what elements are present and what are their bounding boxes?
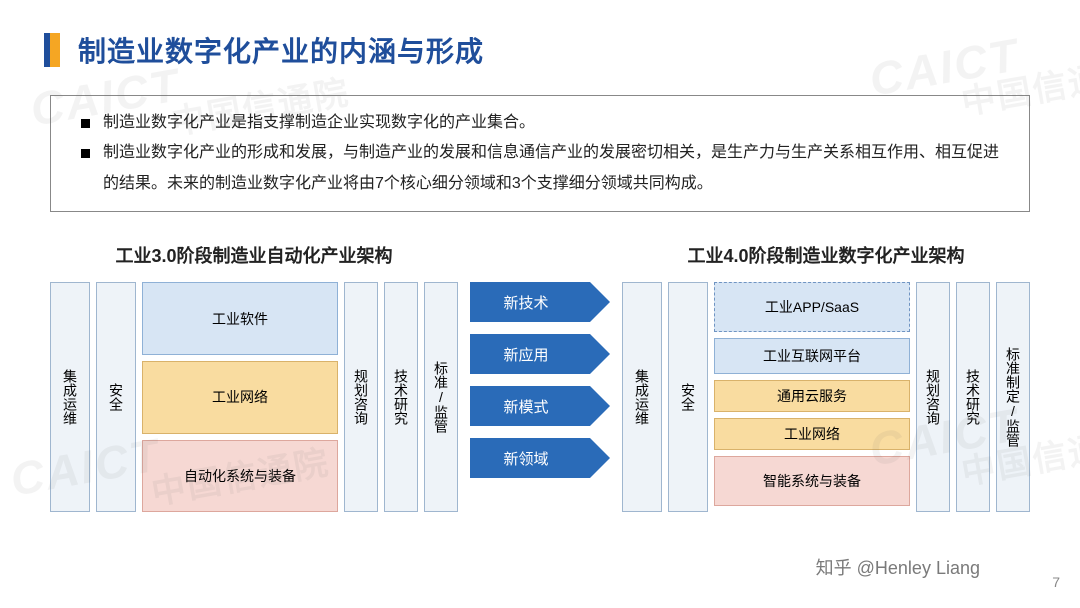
accent-bar-icon <box>50 33 60 67</box>
arrow-new-tech: 新技术 <box>470 282 590 322</box>
right-arch-title: 工业4.0阶段制造业数字化产业架构 <box>622 242 1030 268</box>
left-col-standards: 标准/监管 <box>424 282 458 512</box>
arrow-new-app: 新应用 <box>470 334 590 374</box>
bullet-item: 制造业数字化产业是指支撑制造企业实现数字化的产业集合。 <box>81 108 1009 138</box>
right-architecture: 工业4.0阶段制造业数字化产业架构 集成运维 安全 工业APP/SaaS 工业互… <box>622 242 1030 512</box>
title-row: 制造业数字化产业的内涵与形成 <box>50 30 1030 70</box>
left-architecture: 工业3.0阶段制造业自动化产业架构 集成运维 安全 工业软件 工业网络 自动化系… <box>50 242 458 512</box>
layer-app-saas: 工业APP/SaaS <box>714 282 910 332</box>
left-arch-title: 工业3.0阶段制造业自动化产业架构 <box>50 242 458 268</box>
layer-smart-equip: 智能系统与装备 <box>714 456 910 506</box>
attribution-text: 知乎 @Henley Liang <box>816 554 980 580</box>
layer-network2: 工业网络 <box>714 418 910 450</box>
page-number: 7 <box>1052 574 1060 590</box>
right-stack: 工业APP/SaaS 工业互联网平台 通用云服务 工业网络 智能系统与装备 <box>714 282 910 512</box>
slide: CAICT 中国信通院 CAICT 中国信通院 CAICT 中国信通院 CAIC… <box>0 0 1080 608</box>
diagram-area: 工业3.0阶段制造业自动化产业架构 集成运维 安全 工业软件 工业网络 自动化系… <box>50 242 1030 512</box>
layer-software: 工业软件 <box>142 282 338 355</box>
layer-cloud: 通用云服务 <box>714 380 910 412</box>
right-col-integration: 集成运维 <box>622 282 662 512</box>
right-col-security: 安全 <box>668 282 708 512</box>
arrow-new-domain: 新领域 <box>470 438 590 478</box>
layer-iiot-platform: 工业互联网平台 <box>714 338 910 374</box>
arrow-new-model: 新模式 <box>470 386 590 426</box>
right-col-planning: 规划咨询 <box>916 282 950 512</box>
left-col-planning: 规划咨询 <box>344 282 378 512</box>
left-stack: 工业软件 工业网络 自动化系统与装备 <box>142 282 338 512</box>
right-col-research: 技术研究 <box>956 282 990 512</box>
layer-automation: 自动化系统与装备 <box>142 440 338 513</box>
left-col-research: 技术研究 <box>384 282 418 512</box>
bullet-box: 制造业数字化产业是指支撑制造企业实现数字化的产业集合。 制造业数字化产业的形成和… <box>50 95 1030 212</box>
slide-title: 制造业数字化产业的内涵与形成 <box>78 30 484 70</box>
center-arrows: 新技术 新应用 新模式 新领域 <box>470 242 590 478</box>
right-col-standards: 标准制定/监管 <box>996 282 1030 512</box>
left-col-integration: 集成运维 <box>50 282 90 512</box>
bullet-item: 制造业数字化产业的形成和发展，与制造产业的发展和信息通信产业的发展密切相关，是生… <box>81 138 1009 199</box>
layer-network: 工业网络 <box>142 361 338 434</box>
left-col-security: 安全 <box>96 282 136 512</box>
